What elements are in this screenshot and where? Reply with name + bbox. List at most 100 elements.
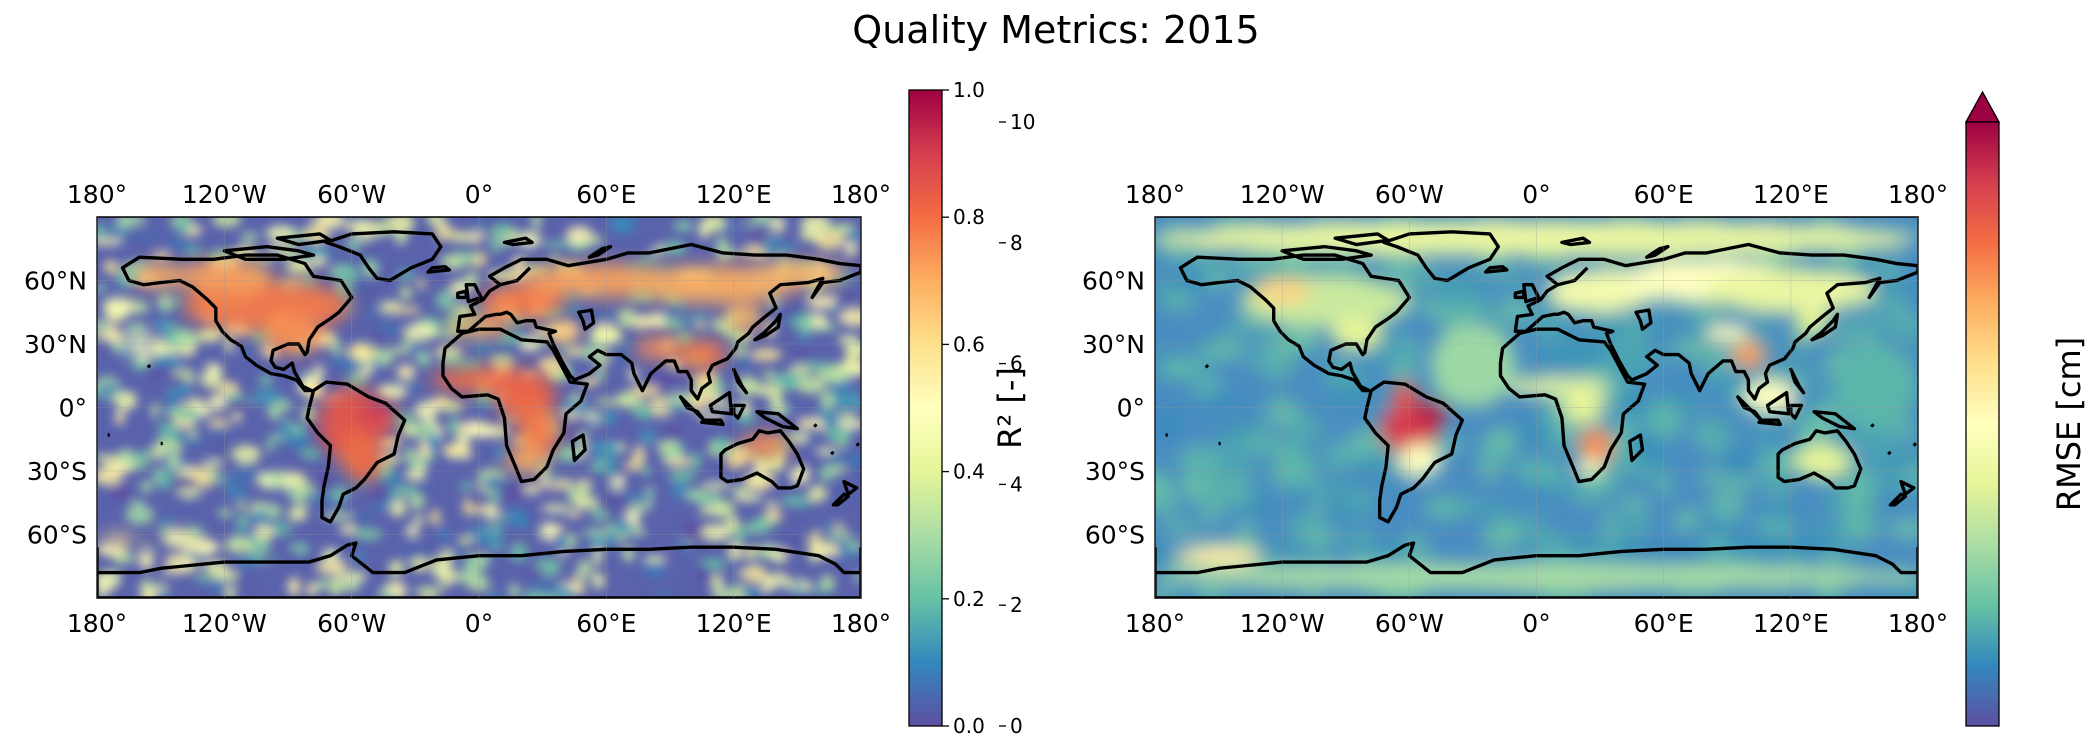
rmse-texture-patch [1225,315,1264,331]
r2-texture-patch [437,567,457,586]
rmse-texture-patch [1484,427,1519,451]
rmse-value-region [1176,545,1261,567]
r2-top-tick-6: 180° [831,180,891,209]
r2-texture-patch [125,505,155,525]
rmse-colorbar-extend-arrow [1964,90,2001,123]
r2-texture-patch [595,483,609,491]
r2-texture-patch [522,484,540,494]
rmse-texture-patch [1829,333,1876,346]
r2-texture-patch [750,230,768,248]
r2-texture-patch [329,487,350,501]
rmse-bottom-tick-1: 120°W [1240,609,1325,638]
r2-texture-patch [846,450,861,471]
r2-texture-patch [696,491,723,507]
r2-texture-patch [316,217,345,231]
r2-texture-patch [499,482,526,503]
rmse-texture-patch [1820,523,1847,541]
rmse-texture-patch [1614,535,1642,563]
r2-texture-patch [625,493,653,501]
r2-texture-patch [592,572,605,590]
r2-texture-patch [103,260,119,274]
r2-texture-patch [130,499,145,508]
r2-texture-patch [202,389,222,397]
r2-texture-patch [322,511,354,520]
rmse-texture-patch [1527,254,1566,269]
r2-texture-patch [289,424,305,435]
r2-texture-patch [165,554,197,575]
rmse-texture-patch [1722,536,1740,556]
r2-texture-patch [138,549,154,570]
rmse-lat-tick-1: 30°N [1082,330,1145,359]
rmse-colorbar-ticks: 0 2 4 6 8 10 [999,110,1035,738]
r2-texture-patch [174,383,194,396]
rmse-texture-patch [1387,360,1418,380]
rmse-texture-patch [1165,250,1186,263]
r2-texture-patch [97,572,121,590]
rmse-bottom-tick-0: 180° [1125,609,1185,638]
rmse-bottom-tick-2: 60°W [1375,609,1444,638]
r2-texture-patch [642,555,668,563]
rmse-texture-patch [1708,490,1745,521]
r2-texture-patch [583,412,600,419]
r2-texture-patch [613,519,635,528]
r2-texture-patch [405,525,420,538]
r2-texture-patch [205,542,220,553]
rmse-cb-ticklabel-3: 6 [1010,352,1023,376]
r2-texture-patch [211,217,242,228]
r2-texture-patch [819,465,835,483]
r2-texture-patch [235,515,250,531]
r2-texture-patch [650,375,679,387]
r2-lat-tick-2: 0° [59,394,87,423]
r2-texture-patch [765,501,779,509]
rmse-texture-patch [1325,481,1359,494]
r2-texture-patch [435,290,455,310]
r2-high-region [101,534,136,548]
r2-texture-patch [665,302,674,322]
r2-texture-patch [632,446,646,465]
r2-high-region [160,532,204,546]
r2-texture-patch [312,256,326,268]
r2-texture-patch [172,217,194,233]
r2-texture-patch [506,508,526,528]
rmse-texture-patch [1285,415,1326,444]
r2-texture-patch [367,243,376,256]
r2-top-tick-3: 0° [465,180,493,209]
r2-texture-patch [799,228,825,241]
r2-texture-patch [672,220,694,232]
r2-texture-patch [761,582,773,593]
r2-texture-patch [743,565,768,584]
r2-texture-patch [208,394,227,411]
r2-texture-patch [221,393,246,401]
r2-texture-patch [370,358,380,370]
r2-top-tick-4: 60°E [576,180,636,209]
r2-texture-patch [467,424,497,438]
r2-texture-patch [168,452,180,472]
rmse-top-tick-5: 120°E [1753,180,1829,209]
r2-texture-patch [598,356,608,366]
rmse-texture-patch [1287,511,1322,534]
r2-texture-patch [211,569,239,581]
r2-texture-patch [565,510,583,518]
r2-texture-patch [231,399,251,415]
r2-texture-patch [97,224,110,239]
r2-texture-patch [540,522,557,542]
r2-texture-patch [300,448,321,459]
rmse-cb-ticklabel-5: 10 [1010,110,1035,134]
r2-texture-patch [152,438,183,456]
r2-texture-patch [414,401,438,420]
r2-texture-patch [793,350,811,361]
r2-texture-patch [745,546,755,560]
r2-texture-patch [152,590,173,598]
rmse-texture-patch [1323,357,1349,383]
r2-texture-patch [725,355,756,370]
r2-texture-patch [99,383,120,396]
r2-colorbar-bar [908,89,943,727]
r2-texture-patch [158,471,174,491]
r2-texture-patch [268,433,288,441]
r2-texture-patch [796,417,824,429]
rmse-value-region [1792,443,1853,478]
r2-texture-patch [468,341,494,352]
r2-texture-patch [574,581,583,594]
r2-texture-patch [473,221,486,230]
